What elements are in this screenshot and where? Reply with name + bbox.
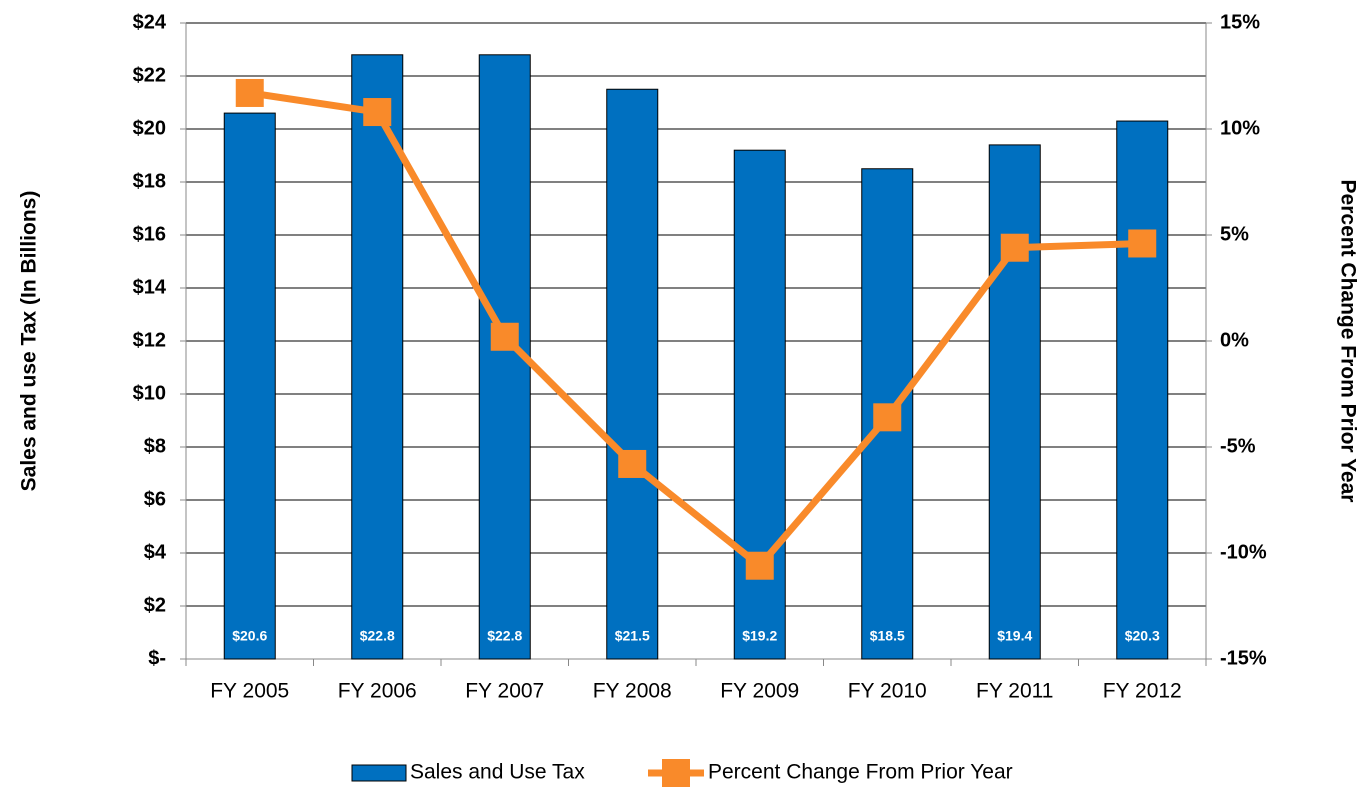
y-tick-label: $20 — [133, 117, 166, 139]
x-tick-label: FY 2005 — [210, 680, 289, 703]
value-label: $19.4 — [997, 628, 1032, 644]
line-marker — [1000, 233, 1029, 262]
x-tick-label: FY 2007 — [465, 680, 544, 703]
y2-tick-label: -5% — [1220, 435, 1256, 457]
bar — [351, 54, 404, 660]
y-tick-label: $8 — [144, 435, 166, 457]
y2-tick-label: -15% — [1220, 647, 1267, 669]
value-label: $19.2 — [742, 628, 777, 644]
legend-swatch — [662, 759, 690, 787]
y-tick-label: $2 — [144, 594, 166, 616]
bar — [606, 88, 659, 660]
x-tick-label: FY 2011 — [976, 680, 1053, 703]
y2-tick-label: 15% — [1220, 11, 1260, 33]
line-marker — [745, 551, 774, 580]
line-marker — [873, 403, 902, 432]
value-label: $20.6 — [232, 628, 267, 644]
y2-tick-label: 0% — [1220, 329, 1249, 351]
y2-tick-label: -10% — [1220, 541, 1267, 563]
line — [249, 89, 1143, 570]
legend-label: Sales and Use Tax — [410, 761, 585, 784]
legend-label: Percent Change From Prior Year — [708, 761, 1013, 784]
y-tick-label: $4 — [144, 541, 167, 563]
line-marker — [618, 449, 647, 478]
y-tick-label: $14 — [133, 276, 167, 298]
x-tick-label: FY 2010 — [848, 680, 927, 703]
y-axis-title: Sales and use Tax (In Billions) — [18, 191, 41, 492]
y-tick-label: $6 — [144, 488, 166, 510]
bar — [1116, 120, 1169, 660]
y-tick-label: $12 — [133, 329, 166, 351]
legend-swatch — [351, 764, 407, 782]
y-tick-label: $18 — [133, 170, 166, 192]
value-label: $21.5 — [615, 628, 650, 644]
bar — [733, 149, 786, 660]
y-tick-label: $10 — [133, 382, 166, 404]
value-label: $18.5 — [870, 628, 905, 644]
bar — [988, 144, 1041, 660]
value-label: $22.8 — [360, 628, 395, 644]
y-tick-label: $- — [148, 647, 166, 669]
line-marker — [235, 78, 264, 107]
y-tick-label: $22 — [133, 64, 166, 86]
x-tick-label: FY 2012 — [1103, 680, 1182, 703]
line-marker — [1128, 229, 1157, 258]
y2-tick-label: 10% — [1220, 117, 1260, 139]
value-label: $22.8 — [487, 628, 522, 644]
x-tick-label: FY 2006 — [338, 680, 417, 703]
line-marker — [490, 322, 519, 351]
y2-axis-title: Percent Change From Prior Year — [1336, 180, 1359, 503]
y-tick-label: $16 — [133, 223, 166, 245]
y2-tick-label: 5% — [1220, 223, 1249, 245]
value-label: $20.3 — [1125, 628, 1160, 644]
x-tick-label: FY 2009 — [720, 680, 799, 703]
bar — [223, 112, 276, 660]
x-tick-label: FY 2008 — [593, 680, 672, 703]
line-marker — [363, 98, 392, 127]
y-tick-label: $24 — [133, 11, 167, 33]
